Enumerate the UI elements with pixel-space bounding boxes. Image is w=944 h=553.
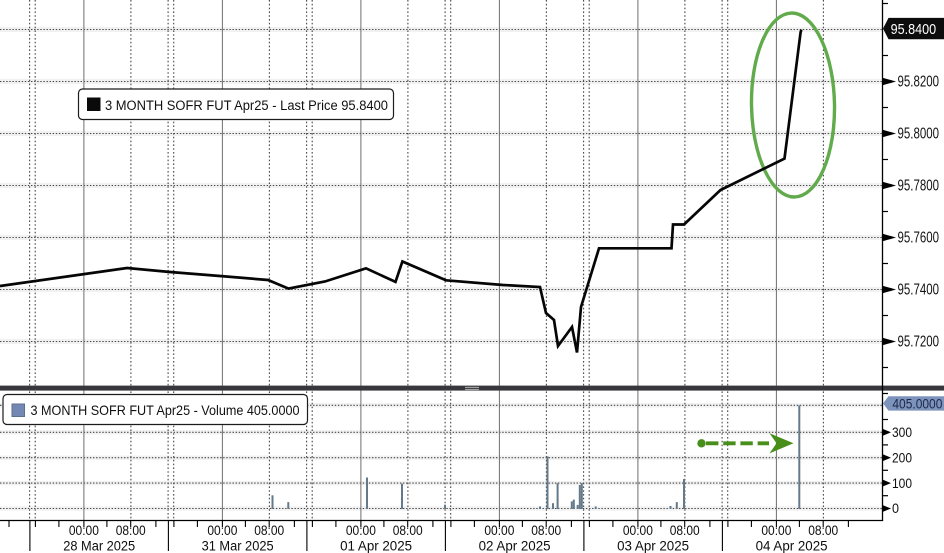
svg-text:02 Apr 2025: 02 Apr 2025: [479, 538, 551, 553]
svg-text:03 Apr 2025: 03 Apr 2025: [617, 538, 689, 553]
svg-text:95.7400: 95.7400: [898, 282, 940, 299]
svg-text:95.7800: 95.7800: [898, 178, 940, 195]
svg-text:100: 100: [892, 475, 912, 491]
svg-text:00:00: 00:00: [346, 523, 376, 538]
svg-text:00:00: 00:00: [484, 523, 514, 538]
svg-text:31 Mar 2025: 31 Mar 2025: [202, 538, 274, 553]
svg-text:00:00: 00:00: [623, 523, 653, 538]
svg-text:3 MONTH SOFR FUT Apr25 - Last: 3 MONTH SOFR FUT Apr25 - Last Price 95.8…: [105, 98, 388, 114]
svg-text:200: 200: [892, 449, 912, 465]
svg-text:95.7200: 95.7200: [898, 334, 940, 351]
svg-text:3 MONTH SOFR FUT Apr25 - Volum: 3 MONTH SOFR FUT Apr25 - Volume 405.0000: [31, 402, 300, 418]
svg-text:00:00: 00:00: [69, 523, 99, 538]
svg-text:95.8400: 95.8400: [891, 21, 937, 38]
svg-text:08:00: 08:00: [393, 523, 423, 538]
svg-text:08:00: 08:00: [254, 523, 284, 538]
svg-text:08:00: 08:00: [808, 523, 838, 538]
svg-text:28 Mar 2025: 28 Mar 2025: [63, 538, 135, 553]
svg-text:00:00: 00:00: [761, 523, 791, 538]
svg-text:08:00: 08:00: [116, 523, 146, 538]
svg-text:08:00: 08:00: [531, 523, 561, 538]
svg-text:95.8200: 95.8200: [898, 74, 940, 91]
svg-text:08:00: 08:00: [670, 523, 700, 538]
svg-text:95.8000: 95.8000: [898, 126, 940, 143]
svg-text:04 Apr 2025: 04 Apr 2025: [756, 538, 828, 553]
svg-text:01 Apr 2025: 01 Apr 2025: [340, 538, 412, 553]
svg-text:95.7600: 95.7600: [898, 230, 940, 247]
svg-text:0: 0: [892, 500, 899, 516]
svg-text:00:00: 00:00: [207, 523, 237, 538]
svg-text:405.0000: 405.0000: [892, 396, 942, 411]
svg-text:300: 300: [892, 424, 912, 440]
